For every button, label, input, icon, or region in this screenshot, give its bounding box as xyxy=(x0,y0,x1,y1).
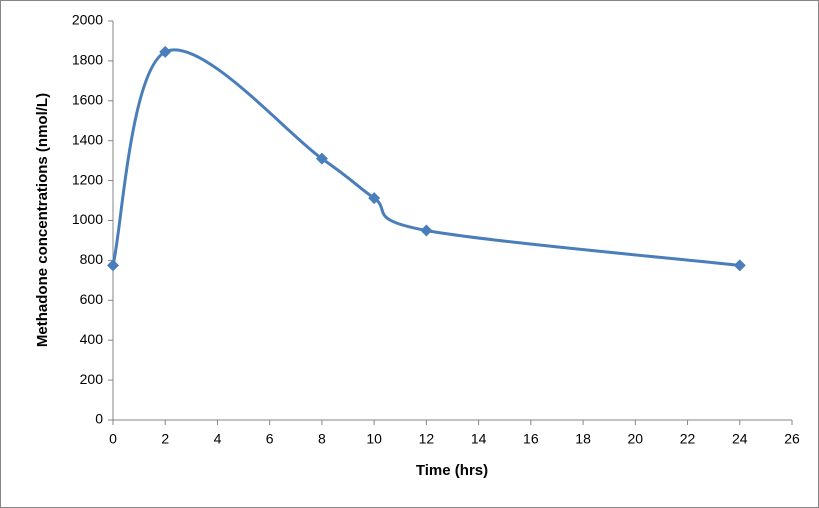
data-point xyxy=(107,259,119,272)
data-point xyxy=(368,192,381,205)
x-axis-label: Time (hrs) xyxy=(416,462,488,479)
data-point xyxy=(733,259,746,272)
x-tick-label: 22 xyxy=(680,431,696,447)
y-tick-label: 1600 xyxy=(72,92,103,108)
y-tick-label: 1200 xyxy=(72,171,103,187)
x-tick-label: 10 xyxy=(366,431,382,447)
series-line xyxy=(111,48,740,267)
x-tick-label: 0 xyxy=(109,431,117,447)
y-tick-label: 800 xyxy=(80,251,104,267)
x-tick-label: 24 xyxy=(732,431,748,447)
y-tick-label: 400 xyxy=(80,331,104,347)
x-tick-label: 12 xyxy=(419,431,435,447)
x-tick-label: 2 xyxy=(161,431,169,447)
x-tick-label: 18 xyxy=(575,431,591,447)
x-tick-label: 20 xyxy=(628,431,644,447)
data-point xyxy=(420,224,433,237)
x-tick-label: 4 xyxy=(214,431,222,447)
y-tick-label: 600 xyxy=(80,291,104,307)
y-tick-label: 1800 xyxy=(72,52,103,68)
x-tick-label: 8 xyxy=(318,431,326,447)
y-tick-label: 0 xyxy=(95,411,103,427)
y-axis-label: Methadone concentrations (nmol/L) xyxy=(34,93,51,347)
data-point xyxy=(159,45,172,58)
y-tick-label: 200 xyxy=(80,371,104,387)
data-point xyxy=(315,152,328,165)
y-tick-label: 1400 xyxy=(72,131,103,147)
y-tick-label: 2000 xyxy=(72,12,103,28)
x-tick-label: 26 xyxy=(784,431,800,447)
y-tick-label: 1000 xyxy=(72,211,103,227)
x-tick-label: 14 xyxy=(471,431,487,447)
x-tick-label: 6 xyxy=(266,431,274,447)
x-tick-label: 16 xyxy=(523,431,539,447)
